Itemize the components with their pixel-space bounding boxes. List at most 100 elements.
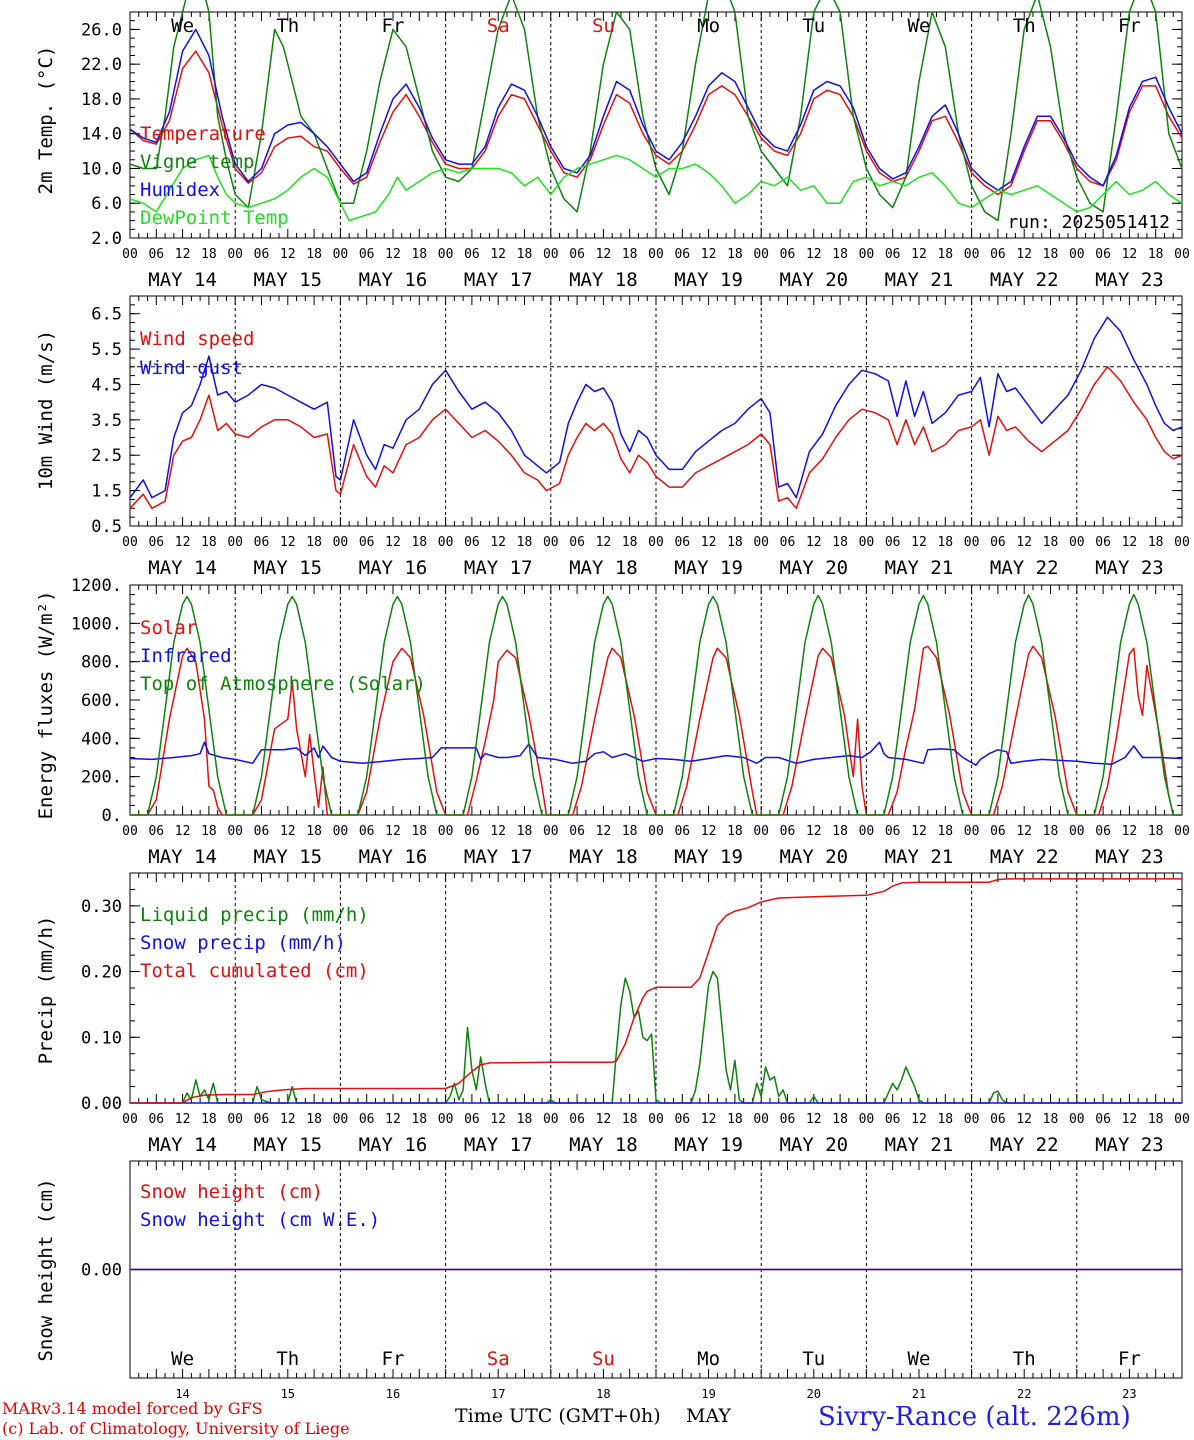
date-label: MAY 14 (148, 1134, 217, 1156)
hour-tick-label: 00 (648, 247, 664, 262)
date-label: MAY 23 (1095, 557, 1164, 579)
hour-tick-label: 06 (148, 535, 164, 550)
hour-tick-label: 12 (596, 1112, 612, 1127)
date-label: MAY 23 (1095, 269, 1164, 291)
hour-tick-label: 00 (438, 1112, 454, 1127)
lab-credit: (c) Lab. of Climatology, University of L… (2, 1419, 350, 1438)
y-tick-label: 1.5 (91, 482, 122, 502)
hour-tick-label: 00 (859, 247, 875, 262)
day-number-label: 23 (1122, 1387, 1136, 1401)
weekday-label: Su (592, 15, 615, 37)
hour-tick-label: 12 (280, 1112, 296, 1127)
weekday-label: Mo (697, 1348, 720, 1370)
weekday-label: Fr (382, 15, 405, 37)
hour-tick-label: 00 (1069, 247, 1085, 262)
hour-tick-label: 06 (464, 824, 480, 839)
hour-tick-label: 06 (148, 247, 164, 262)
hour-tick-label: 00 (859, 824, 875, 839)
hour-tick-label: 06 (1095, 824, 1111, 839)
y-tick-label: 400. (81, 729, 122, 749)
hour-tick-label: 18 (832, 247, 848, 262)
hour-tick-label: 06 (674, 824, 690, 839)
hour-tick-label: 12 (806, 535, 822, 550)
hour-tick-label: 06 (569, 824, 585, 839)
hour-tick-label: 18 (201, 247, 217, 262)
hour-tick-label: 00 (227, 535, 243, 550)
weekday-label: Sa (487, 15, 510, 37)
date-label: MAY 19 (674, 557, 743, 579)
date-label: MAY 20 (779, 557, 848, 579)
hour-tick-label: 18 (832, 1112, 848, 1127)
hour-tick-label: 18 (1148, 247, 1164, 262)
hour-tick-label: 18 (727, 535, 743, 550)
hour-tick-label: 12 (806, 247, 822, 262)
day-number-label: 18 (596, 1387, 610, 1401)
weekday-label: Tu (802, 1348, 825, 1370)
precip-panel: 0.00 0.10 0.20 0.30 Precip (mm/h) Liquid prec… (35, 872, 1190, 1156)
series-infrared (129, 741, 1183, 766)
date-label: MAY 18 (569, 1134, 638, 1156)
hour-tick-label: 18 (306, 535, 322, 550)
hour-tick-label: 12 (806, 824, 822, 839)
hour-tick-label: 06 (359, 535, 375, 550)
hour-tick-label: 12 (175, 824, 191, 839)
hour-tick-label: 18 (1043, 247, 1059, 262)
date-label: MAY 16 (359, 269, 428, 291)
hour-tick-label: 00 (753, 535, 769, 550)
hour-tick-label: 18 (306, 1112, 322, 1127)
hour-tick-label: 00 (543, 247, 559, 262)
date-label: MAY 20 (779, 1134, 848, 1156)
hour-tick-label: 12 (1122, 1112, 1138, 1127)
hour-tick-label: 18 (937, 1112, 953, 1127)
hour-tick-label: 18 (937, 535, 953, 550)
hour-tick-label: 00 (1069, 824, 1085, 839)
hour-tick-label: 12 (490, 247, 506, 262)
date-label: MAY 15 (253, 557, 322, 579)
precip-y-axis-label: Precip (mm/h) (35, 916, 57, 1065)
hour-tick-label: 00 (1069, 1112, 1085, 1127)
energy-y-axis-label: Energy fluxes (W/m²) (35, 591, 57, 820)
hour-tick-label: 00 (648, 824, 664, 839)
y-tick-label: 800. (81, 653, 122, 673)
date-label: MAY 14 (148, 269, 217, 291)
hour-tick-label: 00 (333, 535, 349, 550)
hour-tick-label: 00 (753, 247, 769, 262)
weekday-label: We (908, 15, 931, 37)
y-tick-label: 200. (81, 768, 122, 788)
weekday-label: Th (1013, 15, 1036, 37)
energy-panel: 0. 200. 400. 600. 800. 1000. 1200. Energy fluxe… (35, 576, 1190, 868)
date-label: MAY 19 (674, 846, 743, 868)
hour-tick-label: 00 (753, 824, 769, 839)
hour-tick-label: 06 (885, 535, 901, 550)
hour-tick-label: 06 (780, 1112, 796, 1127)
hour-tick-label: 00 (227, 1112, 243, 1127)
run-label: run: 2025051412 (1007, 212, 1170, 233)
hour-tick-label: 06 (464, 1112, 480, 1127)
hour-tick-label: 06 (148, 1112, 164, 1127)
hour-tick-label: 00 (1069, 535, 1085, 550)
y-tick-label: 0.10 (81, 1028, 122, 1048)
hour-tick-label: 06 (569, 247, 585, 262)
hour-tick-label: 18 (411, 824, 427, 839)
hour-tick-label: 06 (885, 247, 901, 262)
hour-tick-label: 12 (1016, 247, 1032, 262)
hour-tick-label: 00 (648, 535, 664, 550)
legend-entry: Snow height (cm W.E.) (140, 1209, 380, 1231)
hour-tick-label: 18 (1043, 824, 1059, 839)
y-tick-label: 10.0 (81, 159, 122, 179)
hour-tick-label: 12 (596, 824, 612, 839)
weekday-label: Su (592, 1348, 615, 1370)
hour-tick-label: 00 (438, 535, 454, 550)
hour-tick-label: 00 (333, 247, 349, 262)
series-vigne-temp (129, 0, 1183, 222)
legend-entry: Wind gust (140, 357, 243, 379)
wind-panel: 0.5 1.5 2.5 3.5 4.5 5.5 6.5 10m Wind (m/s) Wind … (35, 295, 1190, 579)
hour-tick-label: 18 (727, 247, 743, 262)
hour-tick-label: 18 (727, 824, 743, 839)
date-label: MAY 17 (464, 846, 533, 868)
y-tick-label: 0.5 (91, 517, 122, 537)
y-tick-label: 1000. (71, 614, 122, 634)
legend-entry: DewPoint Temp (140, 207, 289, 229)
legend-entry: Snow precip (mm/h) (140, 932, 346, 954)
hour-tick-label: 12 (490, 535, 506, 550)
